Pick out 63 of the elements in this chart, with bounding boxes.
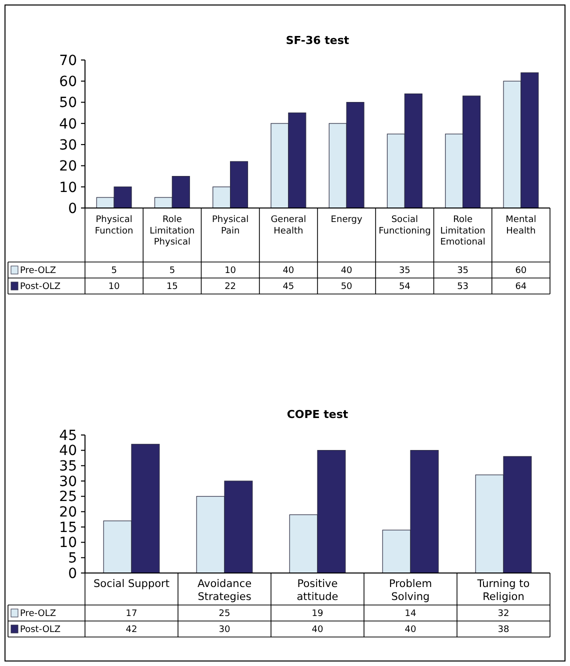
x-tick-label: Social Support [94, 578, 170, 590]
x-tick-label: Mental Health [506, 215, 536, 236]
data-label: 10 [108, 282, 120, 292]
y-tick-label: 50 [59, 95, 77, 112]
data-label: 32 [498, 609, 510, 620]
y-tick-label: 20 [59, 504, 77, 521]
chart-title: SF-36 test [286, 34, 350, 47]
x-tick-label: Physical Function [94, 215, 134, 236]
data-label: 10 [224, 266, 236, 276]
data-label: 22 [224, 282, 236, 292]
data-label: 35 [457, 266, 469, 276]
x-tick-label: General Health [270, 215, 306, 236]
data-label: 40 [312, 625, 324, 636]
x-tick-label: Role Limitation Emotional [440, 215, 486, 248]
data-label: 38 [498, 625, 510, 636]
x-tick-label: Physical Pain [212, 215, 249, 236]
x-tick-label: Avoidance Strategies [197, 578, 252, 604]
data-label: 15 [166, 282, 178, 292]
y-tick-label: 40 [59, 443, 77, 460]
data-label: 60 [515, 266, 527, 276]
x-tick-label: Role Limitation Physical [150, 215, 195, 248]
y-tick-label: 10 [59, 180, 77, 196]
y-tick-label: 40 [59, 116, 77, 132]
data-label: 40 [282, 266, 294, 276]
data-label: 30 [218, 625, 230, 636]
y-tick-label: 20 [59, 158, 77, 175]
data-label: 17 [126, 609, 138, 620]
data-label: 5 [169, 266, 176, 276]
y-tick-label: 35 [59, 458, 77, 475]
chart-title: COPE test [286, 408, 348, 421]
y-tick-label: 15 [59, 520, 77, 536]
y-tick-label: 25 [59, 489, 77, 506]
legend-label: Post-OLZ [20, 282, 61, 292]
y-tick-label: 60 [59, 74, 77, 90]
legend-label: Post-OLZ [20, 625, 61, 636]
data-label: 14 [404, 609, 416, 620]
data-label: 54 [398, 282, 411, 292]
legend-label: Pre-OLZ [20, 266, 56, 276]
y-tick-label: 30 [59, 474, 77, 490]
data-label: 40 [404, 625, 416, 636]
x-tick-label: Turning to Religion [476, 578, 530, 604]
y-tick-label: 5 [68, 550, 77, 567]
data-label: 53 [457, 282, 469, 292]
data-label: 42 [126, 625, 138, 636]
data-label: 35 [398, 266, 410, 276]
data-label: 40 [340, 266, 353, 276]
y-tick-label: 70 [59, 52, 77, 69]
data-label: 5 [111, 266, 117, 276]
y-tick-label: 0 [68, 566, 77, 582]
x-tick-label: Energy [330, 215, 363, 225]
data-label: 25 [218, 609, 230, 620]
data-label: 50 [340, 282, 353, 292]
data-label: 19 [312, 609, 324, 620]
x-tick-label: Social Functioning [378, 215, 431, 236]
x-tick-label: Problem Solving [389, 578, 432, 604]
y-tick-label: 30 [59, 137, 77, 154]
data-label: 45 [282, 282, 294, 292]
y-tick-label: 45 [59, 428, 77, 444]
x-tick-label: Positive attitude [296, 578, 338, 604]
y-tick-label: 0 [68, 200, 77, 217]
legend-label: Pre-OLZ [20, 609, 56, 620]
y-tick-label: 10 [59, 535, 77, 552]
data-label: 64 [515, 282, 527, 292]
